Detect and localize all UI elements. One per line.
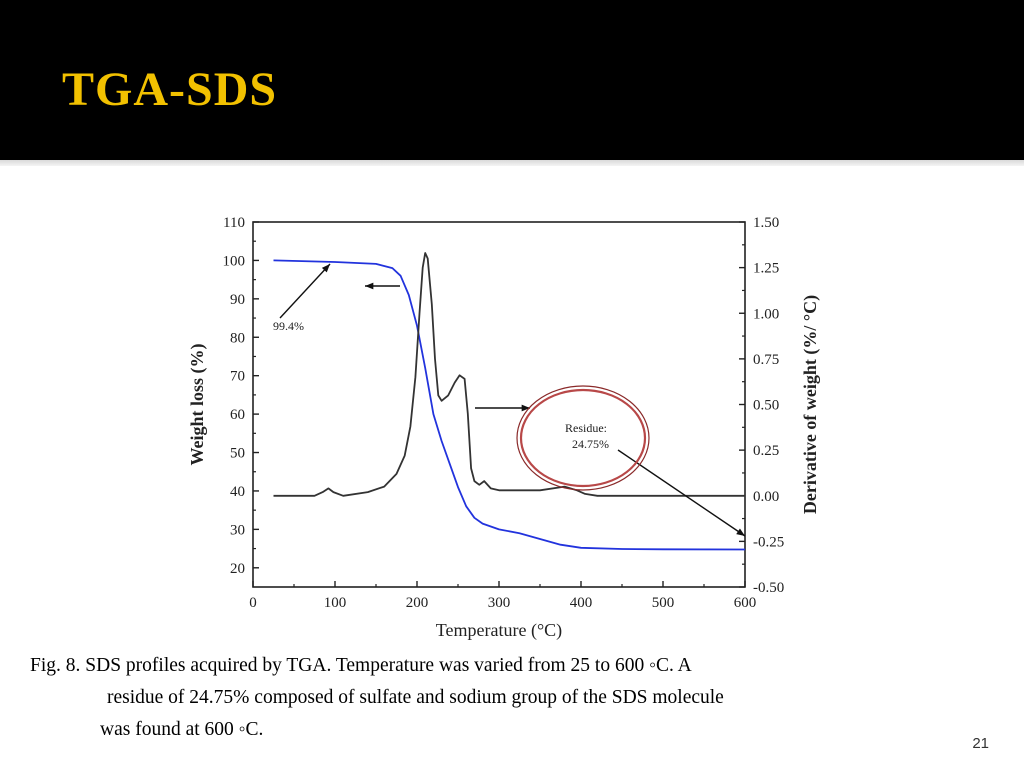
slide-number: 21 <box>972 735 989 752</box>
annotation-arrow-right-axis-head <box>521 404 530 412</box>
annotation-arrow-residue-head <box>736 528 745 536</box>
annotation-arrow-left-axis-head <box>365 282 374 290</box>
caption-line-1: Fig. 8. SDS profiles acquired by TGA. Te… <box>30 655 692 676</box>
y-right-tick-label: 1.25 <box>753 261 779 277</box>
y-right-tick-label: -0.50 <box>753 580 784 596</box>
x-tick-label: 0 <box>249 595 257 611</box>
x-tick-label: 500 <box>652 595 675 611</box>
y-left-tick-label: 100 <box>223 253 246 269</box>
caption-line-2: residue of 24.75% composed of sulfate an… <box>107 687 724 708</box>
y-left-tick-label: 20 <box>230 561 245 577</box>
y-left-tick-label: 80 <box>230 330 245 346</box>
x-axis-label: Temperature (°C) <box>436 620 562 640</box>
y-right-tick-label: -0.25 <box>753 534 784 550</box>
annotation-residue-value: 24.75% <box>572 437 609 451</box>
y-left-tick-label: 50 <box>230 446 245 462</box>
y-right-tick-label: 0.25 <box>753 443 779 459</box>
y-left-tick-label: 60 <box>230 407 245 423</box>
x-tick-label: 200 <box>406 595 429 611</box>
residue-highlight-ring <box>519 388 647 488</box>
x-tick-label: 100 <box>324 595 347 611</box>
slide-title: TGA-SDS <box>62 63 278 116</box>
derivative-curve <box>273 252 745 497</box>
y-right-tick-label: 1.00 <box>753 306 779 322</box>
y-right-tick-label: 0.75 <box>753 352 779 368</box>
y-left-axis-label: Weight loss (%) <box>187 343 208 465</box>
y-right-tick-label: 0.50 <box>753 398 779 414</box>
y-left-tick-label: 70 <box>230 369 245 385</box>
y-left-tick-label: 40 <box>230 484 245 500</box>
caption-line-3: was found at 600 ◦C. <box>100 719 264 740</box>
annotation-99-4: 99.4% <box>273 319 304 333</box>
y-right-tick-label: 0.00 <box>753 489 779 505</box>
x-tick-label: 400 <box>570 595 593 611</box>
annotation-arrow-99-head <box>321 264 330 273</box>
y-right-axis-label: Derivative of weight (%/ °C) <box>800 295 821 514</box>
weight-loss-curve <box>273 259 746 551</box>
figure-caption: Fig. 8. SDS profiles acquired by TGA. Te… <box>30 650 950 746</box>
slide-header <box>0 0 1024 160</box>
plot-frame <box>252 221 746 588</box>
residue-highlight-ring-outer <box>516 385 650 491</box>
tga-chart: 0 100 200 300 400 500 600 20 30 40 50 60 70 80 90 100 11… <box>187 215 821 640</box>
annotation-arrow-99 <box>279 263 331 319</box>
y-left-tick-label: 90 <box>230 292 245 308</box>
y-left-tick-label: 30 <box>230 522 245 538</box>
y-right-tick-label: 1.50 <box>753 215 779 231</box>
x-tick-label: 600 <box>734 595 757 611</box>
y-left-tick-label: 110 <box>223 215 245 231</box>
x-tick-label: 300 <box>488 595 511 611</box>
annotation-residue-label: Residue: <box>565 421 607 435</box>
annotation-arrow-residue <box>617 449 746 537</box>
header-divider <box>0 160 1024 166</box>
